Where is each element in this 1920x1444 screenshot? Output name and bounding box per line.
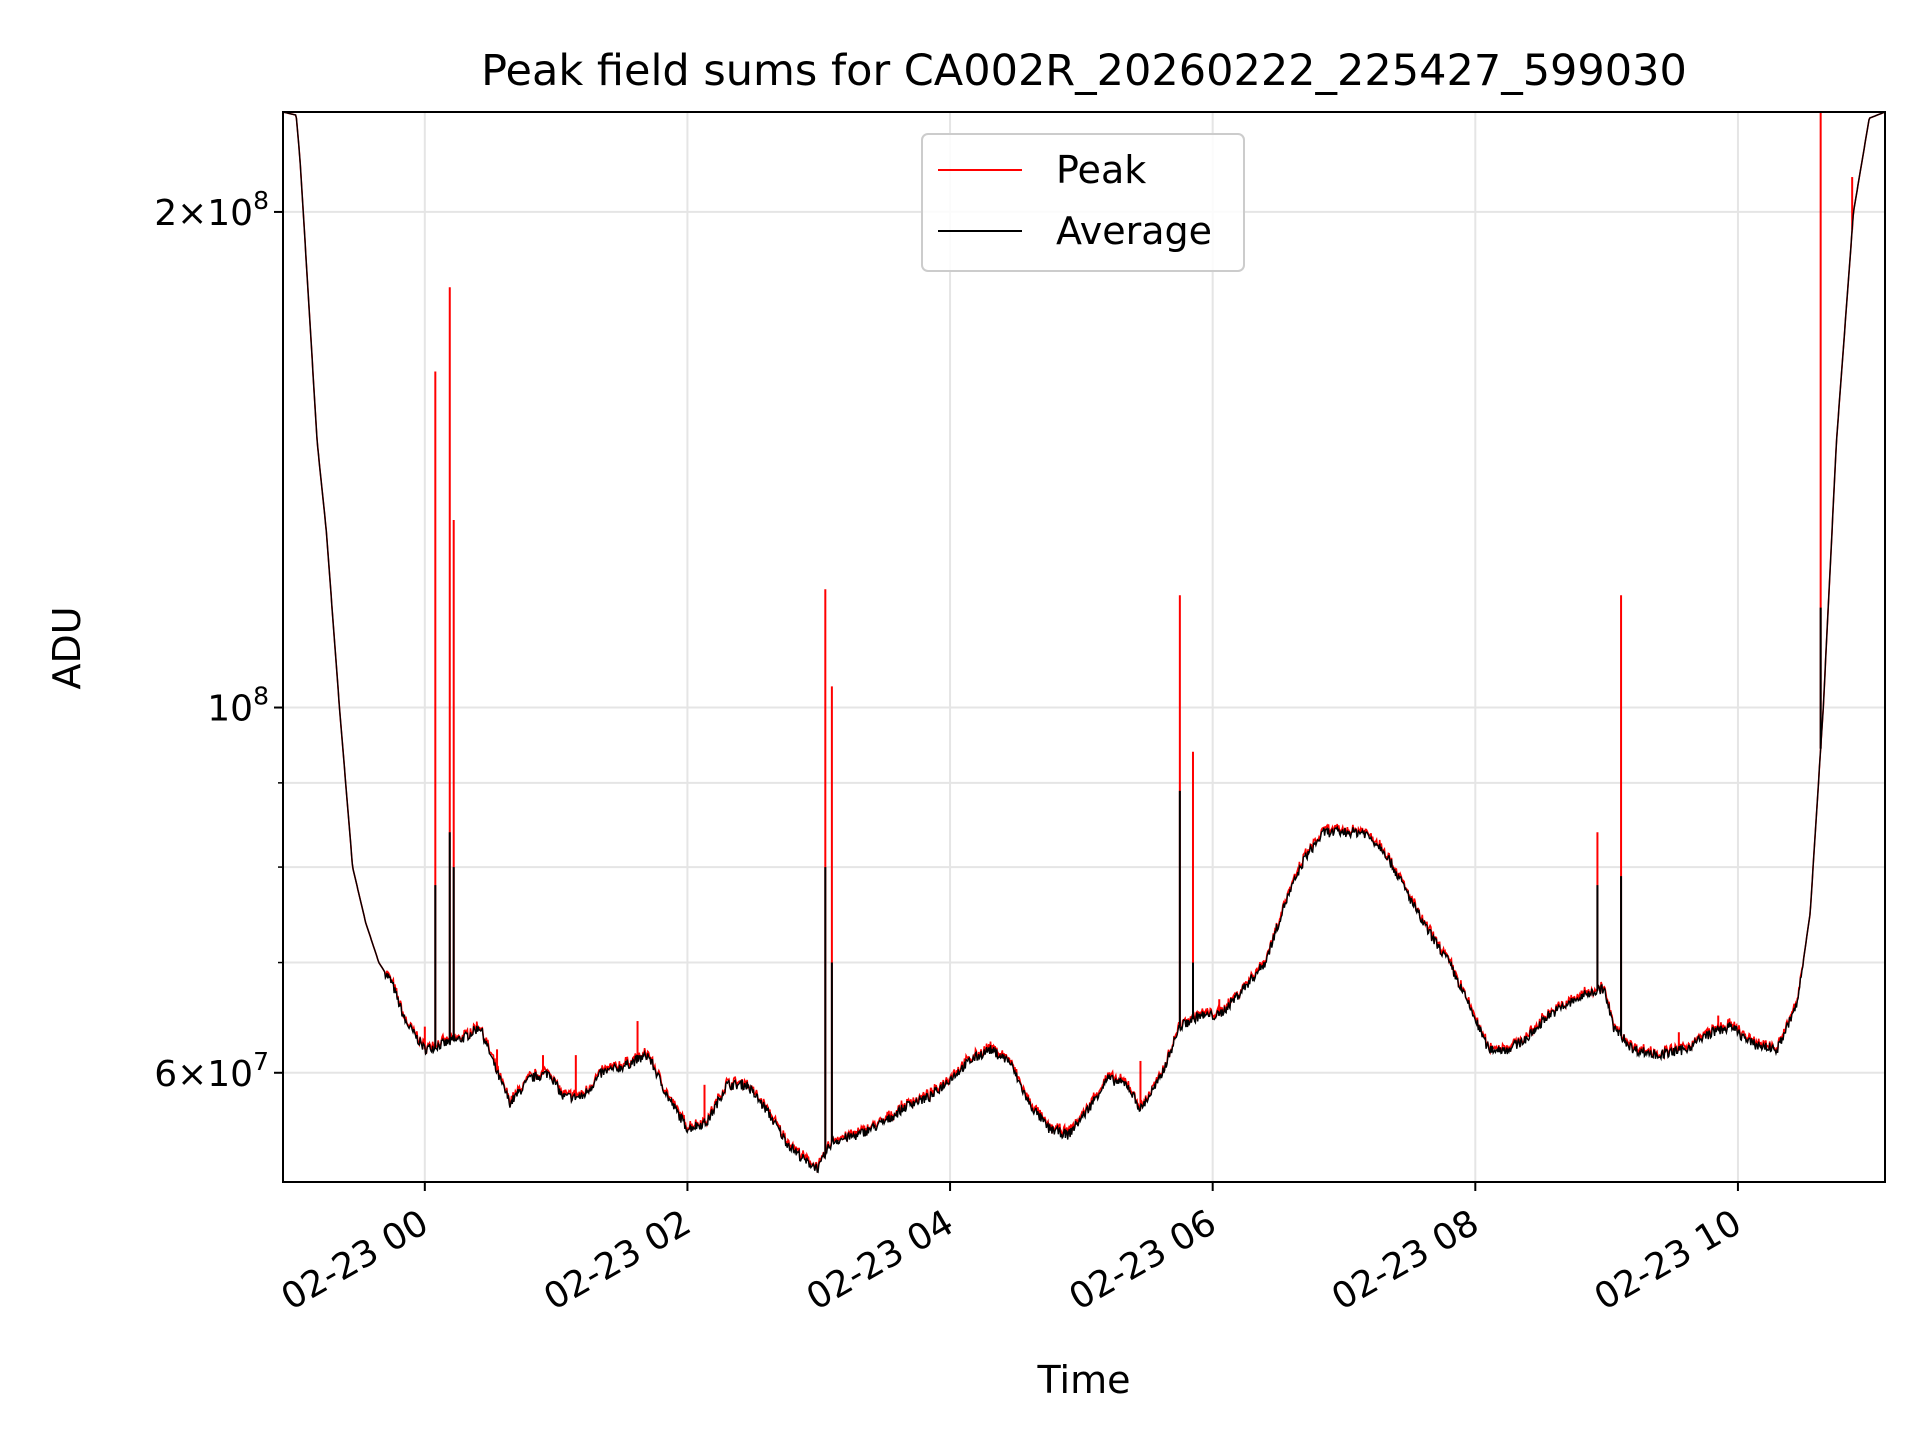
x-tick-label: 02-23 04 (800, 1202, 961, 1318)
legend-frame (921, 133, 1245, 272)
grid-layer (283, 112, 1885, 1182)
legend-peak-label: Peak (1056, 148, 1146, 192)
y-tick-label: 6×107 (154, 1047, 269, 1095)
y-axis: 6×107 108 2×108 (154, 186, 283, 1095)
x-axis: 02-23 00 02-23 02 02-23 04 02-23 06 02-23 08… (275, 1182, 1749, 1319)
average-series-line (282, 111, 1885, 1174)
x-tick-label: 02-23 00 (275, 1202, 436, 1318)
y-tick-label: 108 (207, 682, 269, 730)
legend: Peak Average (921, 133, 1245, 272)
x-axis-label: Time (1037, 1358, 1131, 1402)
y-tick-label: 2×108 (154, 186, 269, 234)
x-tick-label: 02-23 02 (537, 1202, 698, 1318)
x-tick-label: 02-23 10 (1588, 1202, 1749, 1318)
x-tick-label: 02-23 06 (1063, 1202, 1224, 1318)
axes-frame (282, 111, 1886, 1183)
y-axis-label: ADU (45, 606, 89, 689)
x-tick-label: 02-23 08 (1325, 1202, 1486, 1318)
legend-average-label: Average (1056, 209, 1212, 253)
chart-title: Peak field sums for CA002R_20260222_2254… (481, 46, 1687, 96)
series-layer (282, 111, 1885, 1174)
